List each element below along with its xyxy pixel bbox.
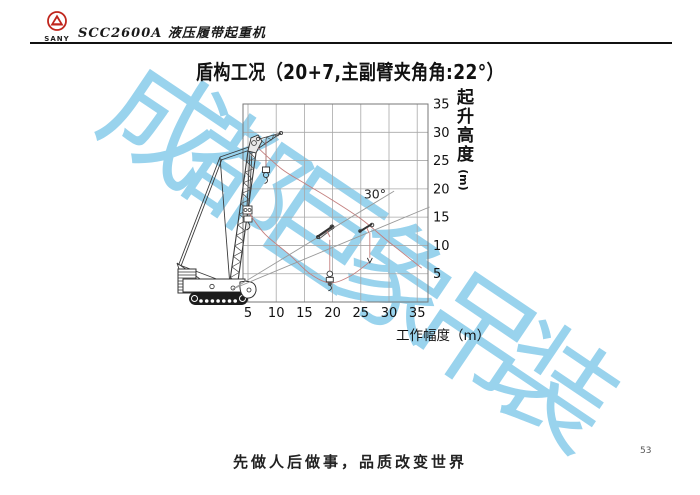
chart-curves	[232, 147, 430, 290]
x-tick-label: 35	[409, 306, 426, 321]
x-tick-label: 10	[268, 306, 285, 321]
y-axis-unit: (m)	[457, 169, 470, 191]
y-tick-label: 20	[433, 182, 450, 197]
crawler-crane-drawing	[176, 130, 283, 305]
jib-head-icons	[316, 222, 375, 240]
y-tick-label: 30	[433, 126, 450, 141]
x-tick-label: 15	[296, 306, 313, 321]
chart-frame	[242, 103, 429, 303]
y-tick-label: 35	[433, 98, 450, 113]
logo-wordmark: SANY	[44, 35, 69, 43]
x-axis-title: 工作幅度（m）	[396, 328, 491, 344]
axis-tick-labels: 5 10 15 20 25 30 35 35 30 25 20 15 10 5	[244, 98, 450, 321]
hook-trajectory	[248, 212, 371, 284]
x-tick-label: 5	[244, 306, 252, 321]
y-tick-label: 5	[433, 267, 441, 282]
boom-position-low	[232, 206, 430, 290]
page-header: SANY SCC2600A 液压履带起重机	[30, 8, 672, 43]
y-axis-title-text: 起升高度	[453, 88, 473, 164]
y-tick-label: 25	[433, 154, 450, 169]
y-axis-title: 起升高度 (m)	[452, 88, 474, 191]
header-rule	[30, 42, 672, 44]
y-tick-label: 10	[433, 239, 450, 254]
jib-tip-trajectory	[257, 147, 422, 269]
footer-slogan: 先做人后做事，品质改变世界	[232, 453, 467, 471]
y-tick-label: 15	[433, 211, 450, 226]
x-tick-label: 30	[381, 306, 398, 321]
chart-title: 盾构工况（20+7,主副臂夹角角:22°）	[196, 60, 505, 84]
chart-gridlines	[243, 103, 428, 302]
page-number: 53	[640, 446, 652, 456]
chart-annotations: 30°	[364, 186, 386, 201]
hook-drop-lines	[325, 232, 373, 292]
angle-annotation: 30°	[364, 186, 386, 201]
x-tick-label: 25	[353, 306, 370, 321]
sany-logo-icon: SANY	[44, 11, 69, 43]
x-tick-label: 20	[324, 306, 341, 321]
document-title: SCC2600A 液压履带起重机	[78, 26, 266, 41]
boom-position-30deg	[232, 190, 395, 290]
